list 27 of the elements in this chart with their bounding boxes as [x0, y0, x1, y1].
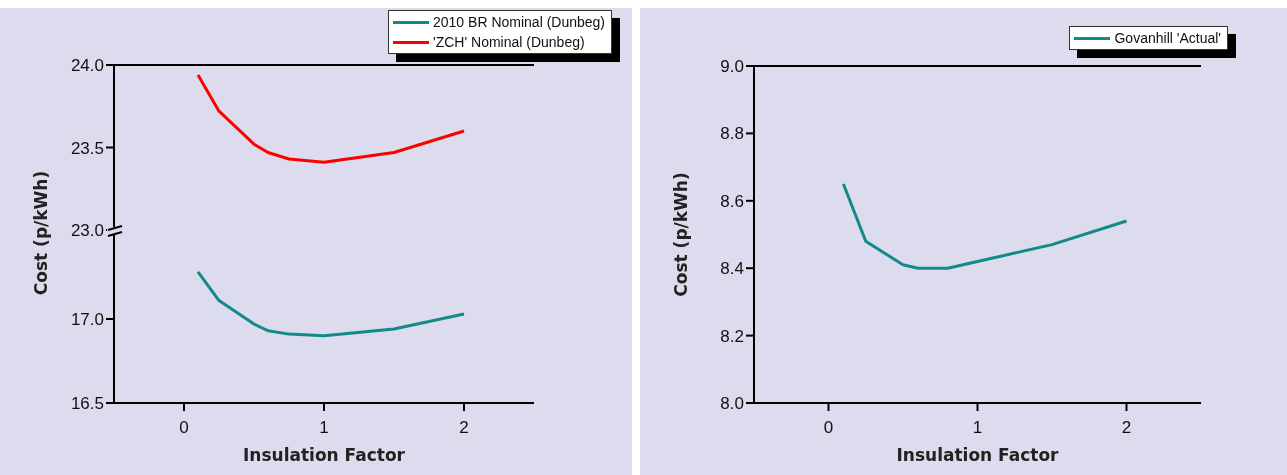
x-tick-label: 0: [823, 418, 834, 438]
x-tick-label: 1: [319, 418, 329, 438]
y-tick-label: 8.8: [720, 124, 744, 144]
x-tick-label: 2: [459, 418, 469, 438]
legend-label: 2010 BR Nominal (Dunbeg): [432, 13, 605, 32]
y-axis-title: Cost (p/kWh): [671, 172, 691, 297]
line-series: [196, 73, 466, 164]
line-series: [196, 270, 466, 338]
x-tick-label: 2: [1121, 418, 1132, 438]
y-tick-label: 23.5: [70, 138, 104, 158]
y-tick-label: 24.0: [70, 56, 104, 76]
x-tick-label: 1: [972, 418, 983, 438]
legend-label: Govanhill 'Actual': [1113, 29, 1221, 48]
y-tick-label: 8.4: [720, 259, 744, 279]
y-tick-label: 8.0: [720, 394, 744, 414]
line-series: [841, 182, 1128, 270]
y-tick-label: 23.0: [70, 221, 104, 241]
y-tick-label: 9.0: [720, 57, 744, 77]
y-axis-title: Cost (p/kWh): [31, 170, 51, 296]
y-tick-label: 16.5: [70, 394, 104, 414]
x-axis-title: Insulation Factor: [243, 445, 406, 465]
y-tick-label: 17.0: [70, 310, 104, 330]
x-tick-label: 0: [179, 418, 189, 438]
y-tick-label: 8.6: [720, 191, 744, 211]
legend-label: 'ZCH' Nominal (Dunbeg): [432, 33, 586, 52]
y-tick-label: 8.2: [720, 326, 744, 346]
x-axis-title: Insulation Factor: [896, 445, 1060, 465]
